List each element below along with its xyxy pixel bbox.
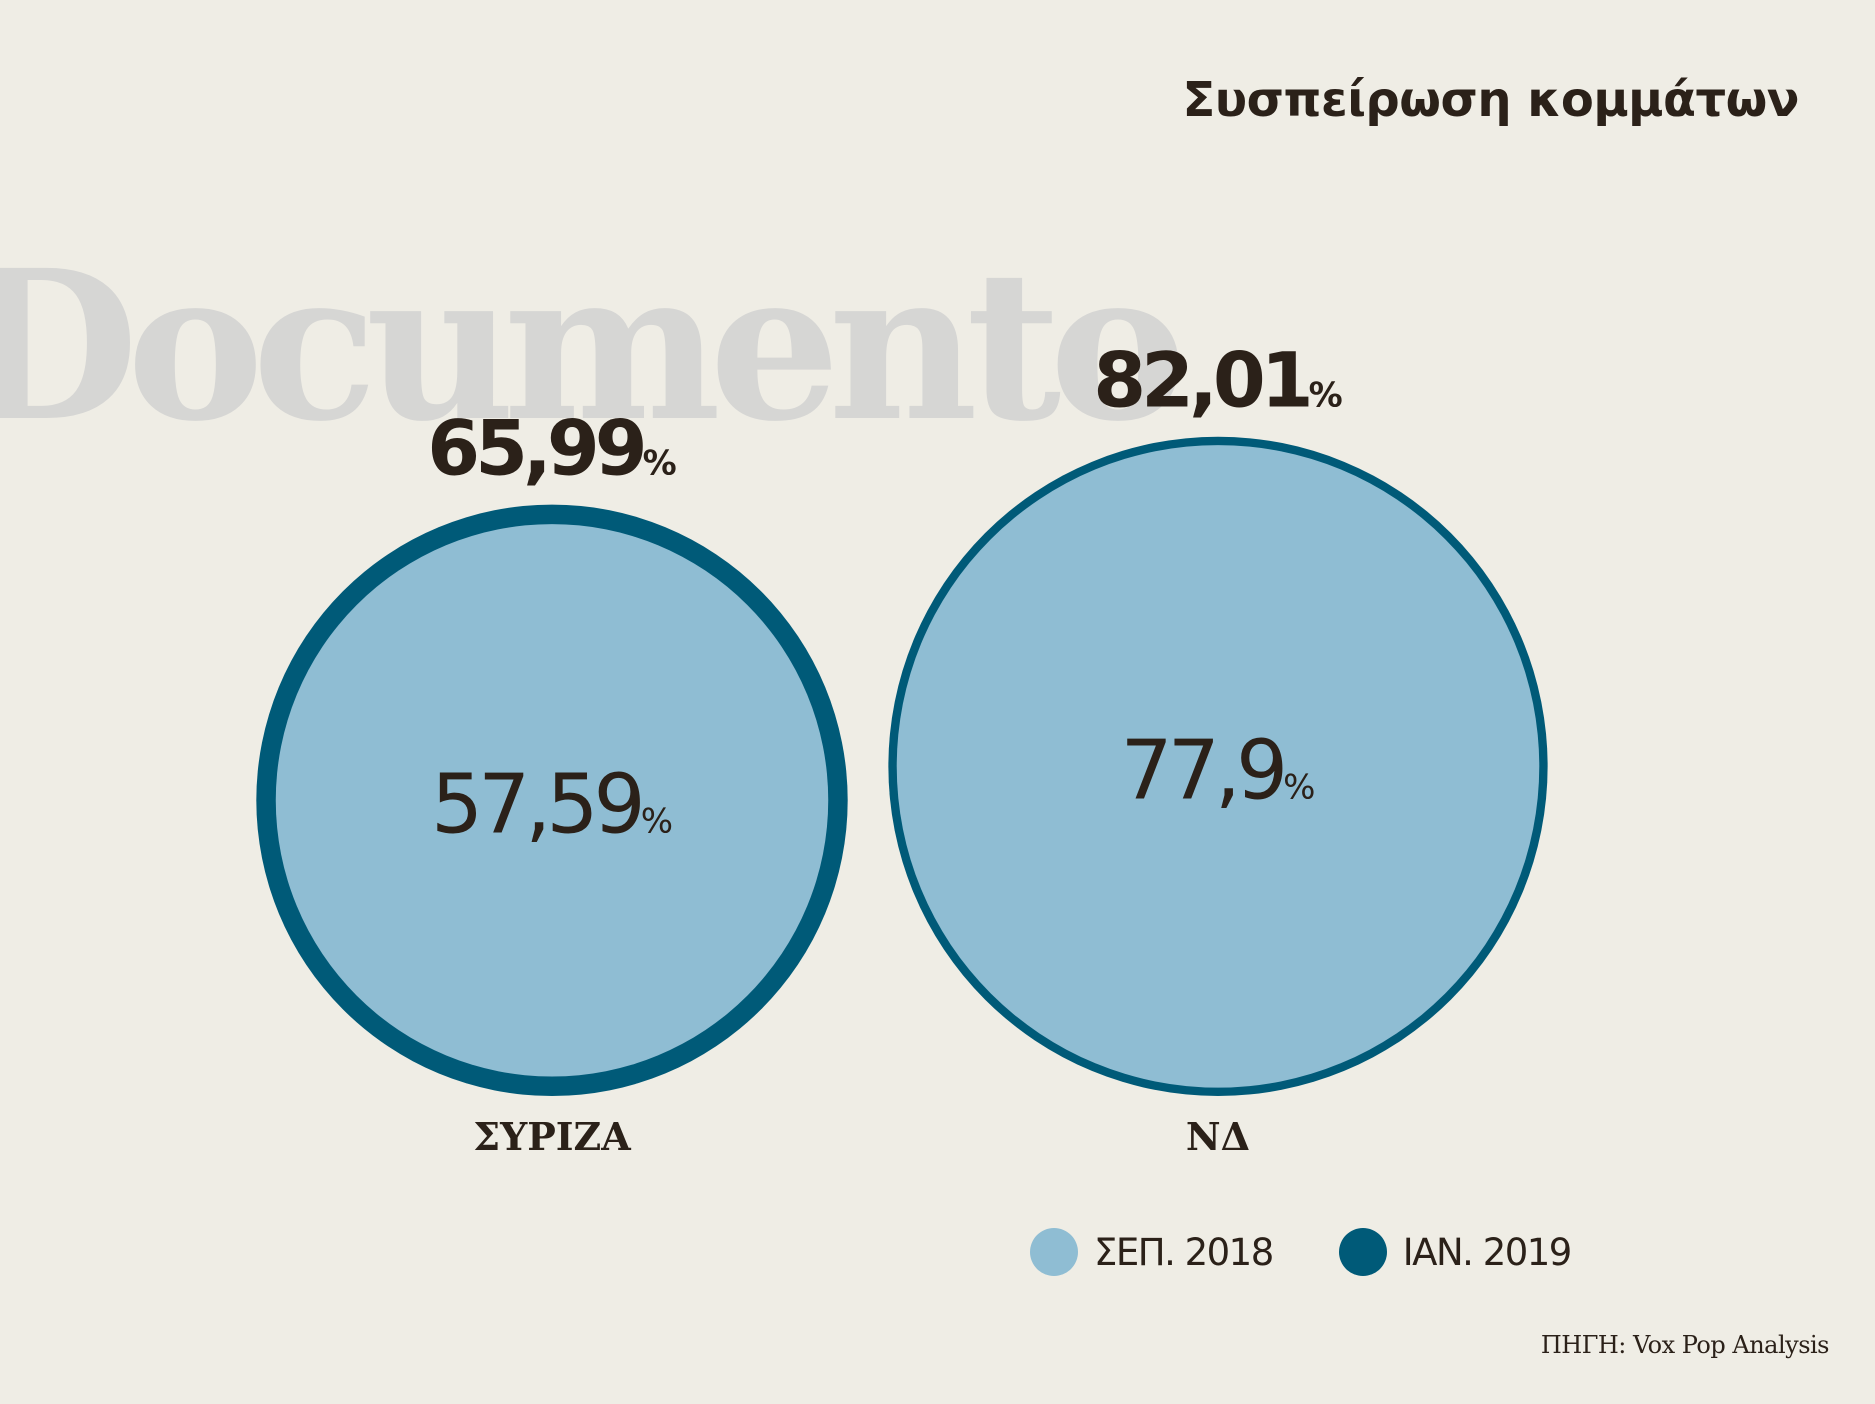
legend-label-sep2018: ΣΕΠ. 2018 <box>1094 1230 1274 1274</box>
bubble-sep2018-syriza <box>275 524 829 1077</box>
legend-swatch-sep2018 <box>1030 1228 1078 1276</box>
value-label-sep2018-nd: 77,9% <box>1121 723 1316 818</box>
value-label-jan2019-syriza: 65,99% <box>427 404 676 493</box>
legend-item-sep2018: ΣΕΠ. 2018 <box>1030 1228 1274 1276</box>
bubble-sep2018-nd <box>896 445 1540 1088</box>
category-label-syriza: ΣΥΡΙΖΑ <box>473 1114 631 1159</box>
legend-label-jan2019: ΙΑΝ. 2019 <box>1402 1230 1573 1274</box>
value-label-jan2019-nd: 82,01% <box>1093 336 1342 425</box>
chart-title: Συσπείρωση κομμάτων <box>1182 72 1799 128</box>
legend-item-jan2019: ΙΑΝ. 2019 <box>1338 1228 1573 1276</box>
legend-swatch-jan2019 <box>1338 1228 1387 1276</box>
legend: ΣΕΠ. 2018 ΙΑΝ. 2019 <box>1030 1228 1637 1276</box>
watermark-logo: Documento <box>0 225 1179 467</box>
source-note: ΠΗΓΗ: Vox Pop Analysis <box>1540 1331 1830 1359</box>
value-label-sep2018-syriza: 57,59% <box>431 757 673 852</box>
category-label-nd: ΝΔ <box>1186 1114 1250 1159</box>
